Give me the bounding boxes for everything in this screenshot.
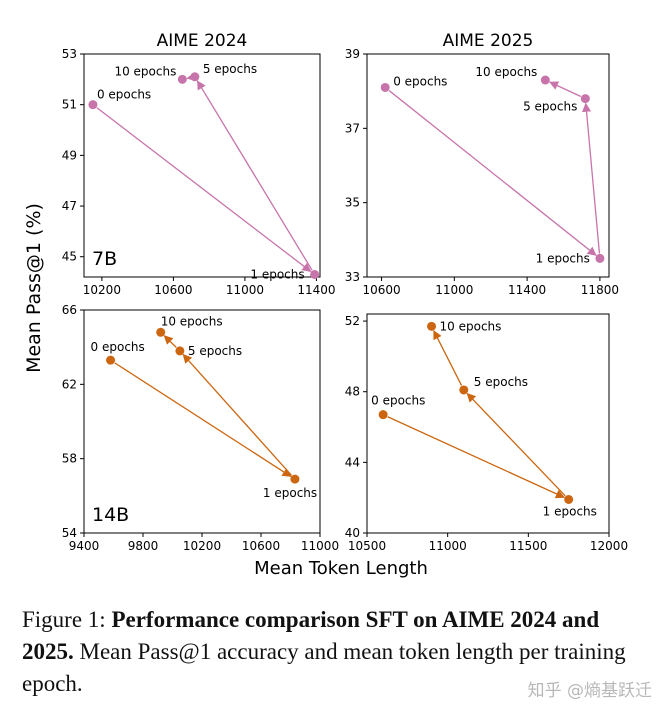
point-label: 0 epochs (97, 88, 151, 102)
chart-panel-1: AIME 2024 7B 45 47 49 51 53 10200 10600 11000 1140… (62, 31, 336, 297)
trajectory-arrow (582, 102, 601, 254)
y-tick-label: 45 (62, 250, 77, 264)
trajectory-arrow (186, 72, 197, 82)
x-tick-label: 10600 (362, 283, 400, 297)
data-point (378, 410, 388, 420)
point-label: 10 epochs (114, 64, 176, 78)
data-point (380, 82, 390, 92)
data-point (540, 75, 550, 85)
trajectory-arrow (163, 335, 177, 348)
chart-panel-4: 40 44 48 52 10500 11000 11500 12000 0 epochs 1 ep… (345, 313, 628, 553)
data-point (459, 385, 469, 395)
point-label: 0 epochs (393, 74, 447, 88)
y-tick-label: 52 (345, 314, 360, 328)
model-label: 7B (92, 248, 117, 270)
caption-prefix: Figure 1: (22, 607, 112, 632)
y-tick-label: 39 (345, 47, 360, 61)
point-label: 1 epochs (536, 251, 590, 265)
data-point (156, 327, 166, 337)
point-label: 5 epochs (203, 62, 257, 76)
data-point (595, 253, 605, 263)
x-tick-label: 12000 (590, 539, 628, 553)
chart-panel-3: 14B 54 58 62 66 9400 9800 10200 10600 11000 0 epoc… (62, 303, 339, 553)
y-tick-label: 51 (62, 98, 77, 112)
data-point (564, 494, 574, 504)
y-tick-label: 47 (62, 199, 77, 213)
data-point (106, 355, 116, 365)
x-tick-label: 9800 (128, 539, 159, 553)
x-axis-label: Mean Token Length (254, 558, 428, 579)
trajectory-arrow (96, 107, 312, 272)
point-label: 0 epochs (371, 394, 425, 408)
y-tick-label: 37 (345, 121, 360, 135)
data-point (177, 74, 187, 84)
chart-panel-2: AIME 2025 33 35 37 39 10600 11000 11400 11800 0 e… (345, 31, 619, 297)
y-tick-label: 44 (345, 455, 360, 469)
x-tick-label: 10200 (183, 539, 221, 553)
data-point (290, 474, 300, 484)
trajectory-arrow (433, 330, 463, 386)
data-point (190, 72, 200, 82)
plot-frame (366, 53, 610, 278)
point-label: 5 epochs (474, 375, 528, 389)
y-tick-label: 33 (345, 270, 360, 284)
point-label: 5 epochs (523, 100, 577, 114)
data-point (427, 321, 437, 331)
y-tick-label: 58 (62, 452, 77, 466)
x-tick-label: 11400 (508, 283, 546, 297)
point-label: 10 epochs (440, 319, 502, 333)
trajectory-arrow (182, 353, 293, 476)
y-tick-label: 54 (62, 526, 77, 540)
x-tick-label: 11000 (429, 539, 467, 553)
y-tick-label: 66 (62, 303, 77, 317)
point-label: 1 epochs (263, 486, 317, 500)
caption-bold: Performance comparison SFT on AIME 2024 … (22, 607, 600, 664)
x-tick-label: 11000 (226, 283, 264, 297)
trajectory-arrow (388, 90, 597, 256)
x-tick-label: 10600 (154, 283, 192, 297)
watermark: 知乎 @熵基跃迁 (527, 681, 652, 701)
caption-rest: Mean Pass@1 accuracy and mean token leng… (22, 639, 626, 696)
x-tick-label: 11500 (509, 539, 547, 553)
x-tick-label: 11400 (297, 283, 335, 297)
point-label: 1 epochs (543, 504, 597, 518)
point-label: 10 epochs (161, 314, 223, 328)
chart-title: AIME 2024 (157, 31, 248, 51)
x-tick-label: 11800 (581, 283, 619, 297)
point-label: 0 epochs (91, 340, 145, 354)
y-axis-label: Mean Pass@1 (%) (23, 203, 45, 373)
data-point (310, 269, 320, 279)
chart-title: AIME 2025 (443, 31, 534, 51)
x-tick-label: 11000 (301, 539, 339, 553)
plot-frame (366, 313, 610, 534)
trajectory-arrow (196, 80, 313, 271)
trajectory-arrow (466, 392, 566, 497)
x-tick-label: 11000 (435, 283, 473, 297)
y-tick-label: 53 (62, 47, 77, 61)
point-label: 1 epochs (250, 267, 304, 281)
x-tick-label: 10600 (242, 539, 280, 553)
y-tick-label: 49 (62, 148, 77, 162)
model-label: 14B (92, 504, 129, 526)
data-point (175, 346, 185, 356)
data-point (88, 100, 98, 110)
trajectory-arrow (387, 416, 565, 499)
figure-charts: Mean Pass@1 (%) Mean Token Length AIME 2… (23, 31, 628, 579)
figure-caption: Figure 1: Performance comparison SFT on … (22, 604, 642, 700)
x-tick-label: 10500 (348, 539, 386, 553)
y-tick-label: 62 (62, 377, 77, 391)
y-tick-label: 40 (345, 526, 360, 540)
y-tick-label: 48 (345, 385, 360, 399)
x-tick-label: 9400 (69, 539, 100, 553)
point-label: 5 epochs (188, 344, 242, 358)
trajectory-arrow (549, 81, 582, 98)
x-tick-label: 10200 (83, 283, 121, 297)
trajectory-arrow (114, 362, 292, 477)
data-point (580, 94, 590, 104)
point-label: 10 epochs (475, 65, 537, 79)
y-tick-label: 35 (345, 196, 360, 210)
plot-frame (83, 53, 321, 278)
